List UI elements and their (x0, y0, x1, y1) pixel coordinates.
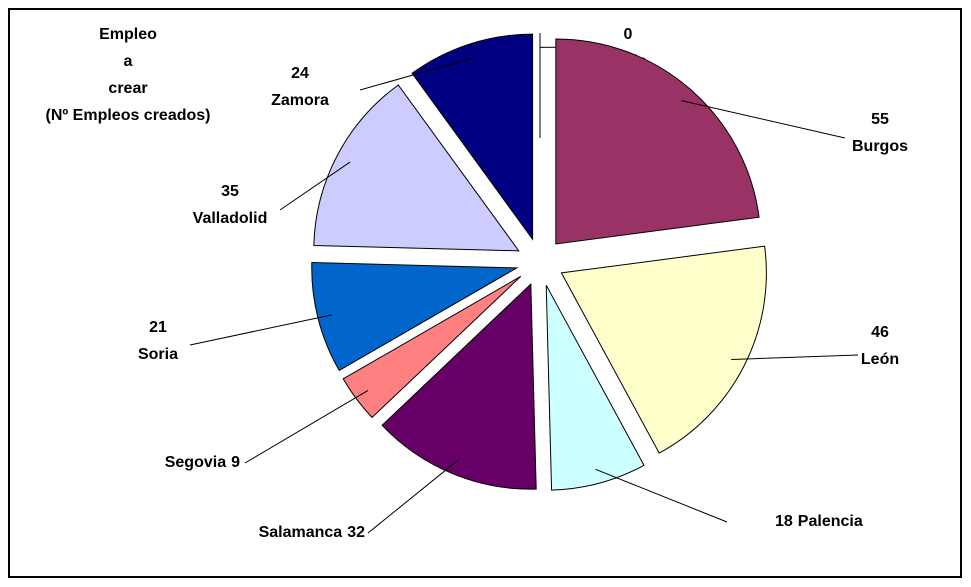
data-label: Salamanca 32 (259, 524, 366, 541)
data-label: 21 (149, 319, 167, 336)
pie-slice (313, 84, 520, 252)
title-line: crear (108, 80, 147, 97)
pie-slice (411, 33, 534, 241)
data-label: Soria (138, 346, 178, 363)
chart-title: Empleo a crear (Nº Empleos creados) (46, 26, 211, 124)
pie-slice (560, 245, 767, 454)
leader-line (189, 314, 333, 346)
label-part: Segovia (165, 454, 226, 471)
data-label: León (861, 351, 899, 368)
data-label: 18 Palencia (775, 513, 863, 530)
pie-slice (545, 284, 645, 491)
data-label: 24 (291, 65, 309, 82)
pie-slice (311, 262, 519, 372)
pie-slice (381, 283, 537, 490)
title-line: a (124, 53, 133, 70)
title-line: Empleo (99, 26, 157, 43)
data-label: 35 (221, 183, 239, 200)
label-part: 32 (347, 524, 365, 541)
title-line: (Nº Empleos creados) (46, 107, 211, 124)
data-label: Segovia 9 (165, 454, 240, 471)
data-label: Valladolid (193, 210, 268, 227)
label-part: 18 (775, 513, 793, 530)
data-label: Burgos (852, 138, 908, 155)
label-part: 9 (231, 454, 240, 471)
label-part: Palencia (798, 513, 863, 530)
leader-line (367, 459, 459, 534)
data-label: 0 (624, 26, 633, 43)
leader-line (244, 389, 369, 464)
data-label: 55 (871, 111, 889, 128)
leader-line (279, 161, 351, 211)
leader-line (681, 100, 846, 139)
pie-slice (342, 275, 522, 419)
data-label: 46 (871, 324, 889, 341)
data-label: Zamora (271, 92, 329, 109)
label-part: Salamanca (259, 524, 343, 541)
leader-line (731, 354, 859, 360)
leader-line (595, 468, 728, 523)
leader-line (359, 57, 474, 91)
pie-slice (555, 38, 760, 245)
